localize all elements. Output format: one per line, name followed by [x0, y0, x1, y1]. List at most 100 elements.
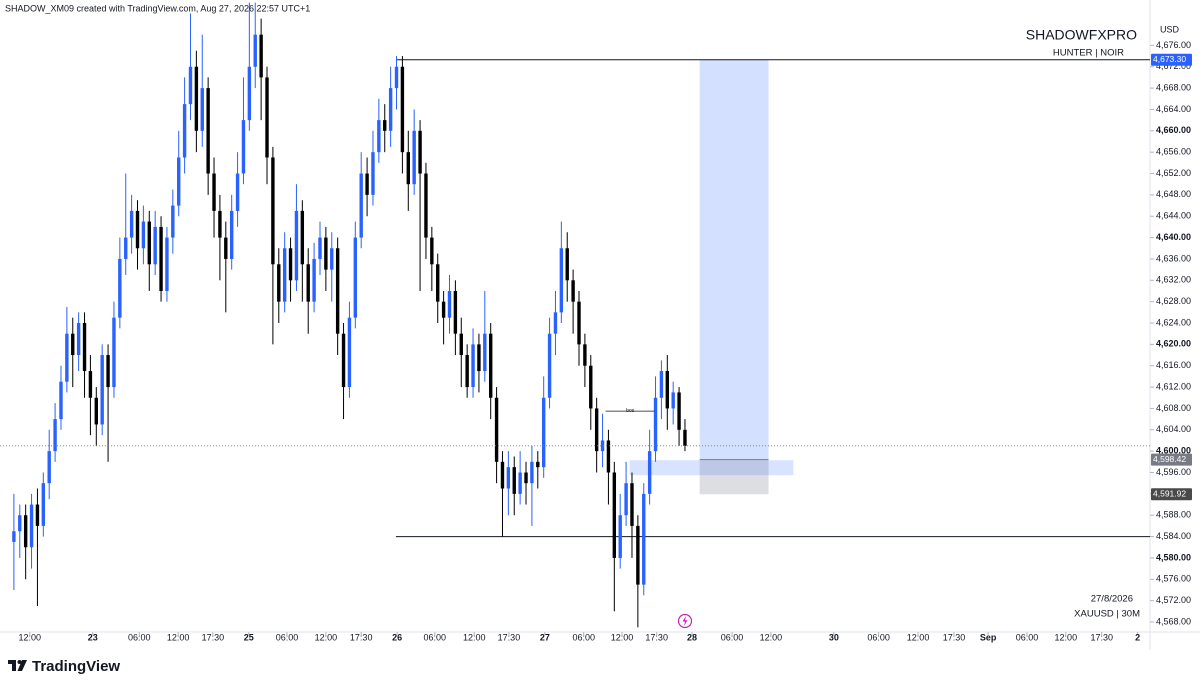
y-tick-label: 4,608.00	[1156, 403, 1191, 413]
stop-zone	[699, 459, 769, 495]
x-tick-label: 17:30	[1090, 632, 1113, 642]
y-tick-label: 4,676.00	[1156, 40, 1191, 50]
y-tick-label: 4,572.00	[1156, 595, 1191, 605]
alert-bolt[interactable]	[682, 616, 688, 626]
candle-body	[12, 531, 16, 542]
candle-body	[153, 226, 157, 265]
candle-body	[383, 120, 387, 131]
candle-body	[306, 264, 310, 302]
candle-body	[341, 333, 346, 388]
candle-body	[141, 221, 146, 249]
candle-body	[259, 34, 263, 78]
candle-body	[559, 248, 564, 313]
x-tick-label: 06:00	[867, 632, 890, 642]
candle-body	[212, 173, 216, 211]
x-tick-label: 30	[829, 632, 839, 642]
y-tick-label: 4,624.00	[1156, 317, 1191, 327]
x-tick-label: 12:00	[463, 632, 486, 642]
candle-body	[489, 333, 493, 398]
axes: 4,568.00 4,572.00 4,576.00 4,580.00 4,584.00…	[19, 40, 1192, 642]
tagline: HUNTER | NOIR	[1053, 48, 1124, 59]
candle-body	[530, 461, 534, 484]
candle-body	[241, 120, 246, 174]
candle-body	[347, 317, 352, 388]
y-tick-label: 4,640.00	[1156, 232, 1191, 242]
candle-body	[324, 237, 328, 270]
candle-body	[441, 301, 446, 318]
candle-body	[118, 258, 122, 318]
candle-body	[541, 397, 546, 468]
x-tick-label: 12:00	[611, 632, 634, 642]
candle-body	[41, 483, 46, 526]
candle-body	[200, 88, 204, 131]
price-label-bg	[1151, 488, 1192, 501]
x-tick-label: 28	[687, 632, 697, 642]
price-label: 4,591.92	[1153, 489, 1186, 499]
x-tick-label: 17:30	[202, 632, 225, 642]
candle-body	[265, 77, 269, 158]
x-tick-label: 17:30	[350, 632, 373, 642]
candle-body	[471, 344, 475, 388]
price-label: 4,598.42	[1153, 454, 1186, 464]
candle-body	[465, 355, 469, 388]
y-tick-label: 4,568.00	[1156, 616, 1191, 626]
candle-body	[65, 333, 69, 382]
x-tick-label: 06:00	[128, 632, 151, 642]
demand-zone	[629, 460, 794, 476]
y-tick-label: 4,616.00	[1156, 360, 1191, 370]
price-label: 4,673.30	[1153, 54, 1186, 64]
candle-body	[76, 323, 81, 356]
candle-body	[377, 120, 381, 153]
y-tick-label: 4,648.00	[1156, 189, 1191, 199]
candle-body	[171, 205, 175, 238]
x-tick-label: 12:00	[315, 632, 338, 642]
candle-body	[288, 248, 293, 281]
candle-body	[47, 451, 51, 484]
candle-body	[359, 173, 363, 238]
candle-body	[453, 290, 458, 334]
x-tick-label: Sep	[980, 632, 997, 642]
candle-body	[53, 419, 57, 452]
brand-logo: TradingView	[8, 658, 120, 675]
candle-body	[82, 323, 87, 372]
candle-body	[182, 104, 187, 158]
y-tick-label: 4,628.00	[1156, 296, 1191, 306]
candle-body	[106, 355, 110, 388]
candle-body	[318, 237, 322, 259]
candle-body	[135, 210, 140, 249]
candle-body	[129, 210, 134, 238]
candle-body	[88, 371, 93, 398]
x-tick-label: 12:00	[1055, 632, 1078, 642]
candle-body	[547, 333, 552, 398]
candle-body	[406, 152, 410, 185]
x-tick-label: 27	[540, 632, 550, 642]
candle-body	[618, 515, 622, 558]
alert-icon[interactable]	[677, 613, 693, 629]
y-tick-label: 4,672.00	[1156, 61, 1191, 71]
candle-body	[524, 472, 528, 484]
y-tick-label: 4,596.00	[1156, 467, 1191, 477]
x-tick-label: 06:00	[424, 632, 447, 642]
y-tick-label: 4,664.00	[1156, 104, 1191, 114]
candle-body	[412, 130, 416, 185]
candle-body	[589, 365, 593, 409]
candle-body	[365, 173, 369, 195]
candle-body	[430, 237, 434, 265]
price-label-bg	[1151, 453, 1192, 466]
candle-body	[112, 317, 116, 388]
candle-body	[571, 280, 575, 302]
candle-body	[388, 88, 393, 131]
candle-body	[647, 451, 652, 494]
bos-label: bos	[626, 408, 635, 414]
candle-body	[177, 157, 181, 206]
x-tick-label: 17:30	[498, 632, 521, 642]
candle-body	[224, 237, 228, 259]
candle-body	[594, 408, 599, 452]
candle-body	[494, 397, 499, 462]
candle-body	[518, 472, 522, 494]
x-tick-label: 06:00	[572, 632, 595, 642]
x-tick-label: 26	[392, 632, 402, 642]
candle-body	[500, 461, 505, 489]
candle-body	[659, 371, 664, 398]
logo-part	[17, 660, 22, 664]
